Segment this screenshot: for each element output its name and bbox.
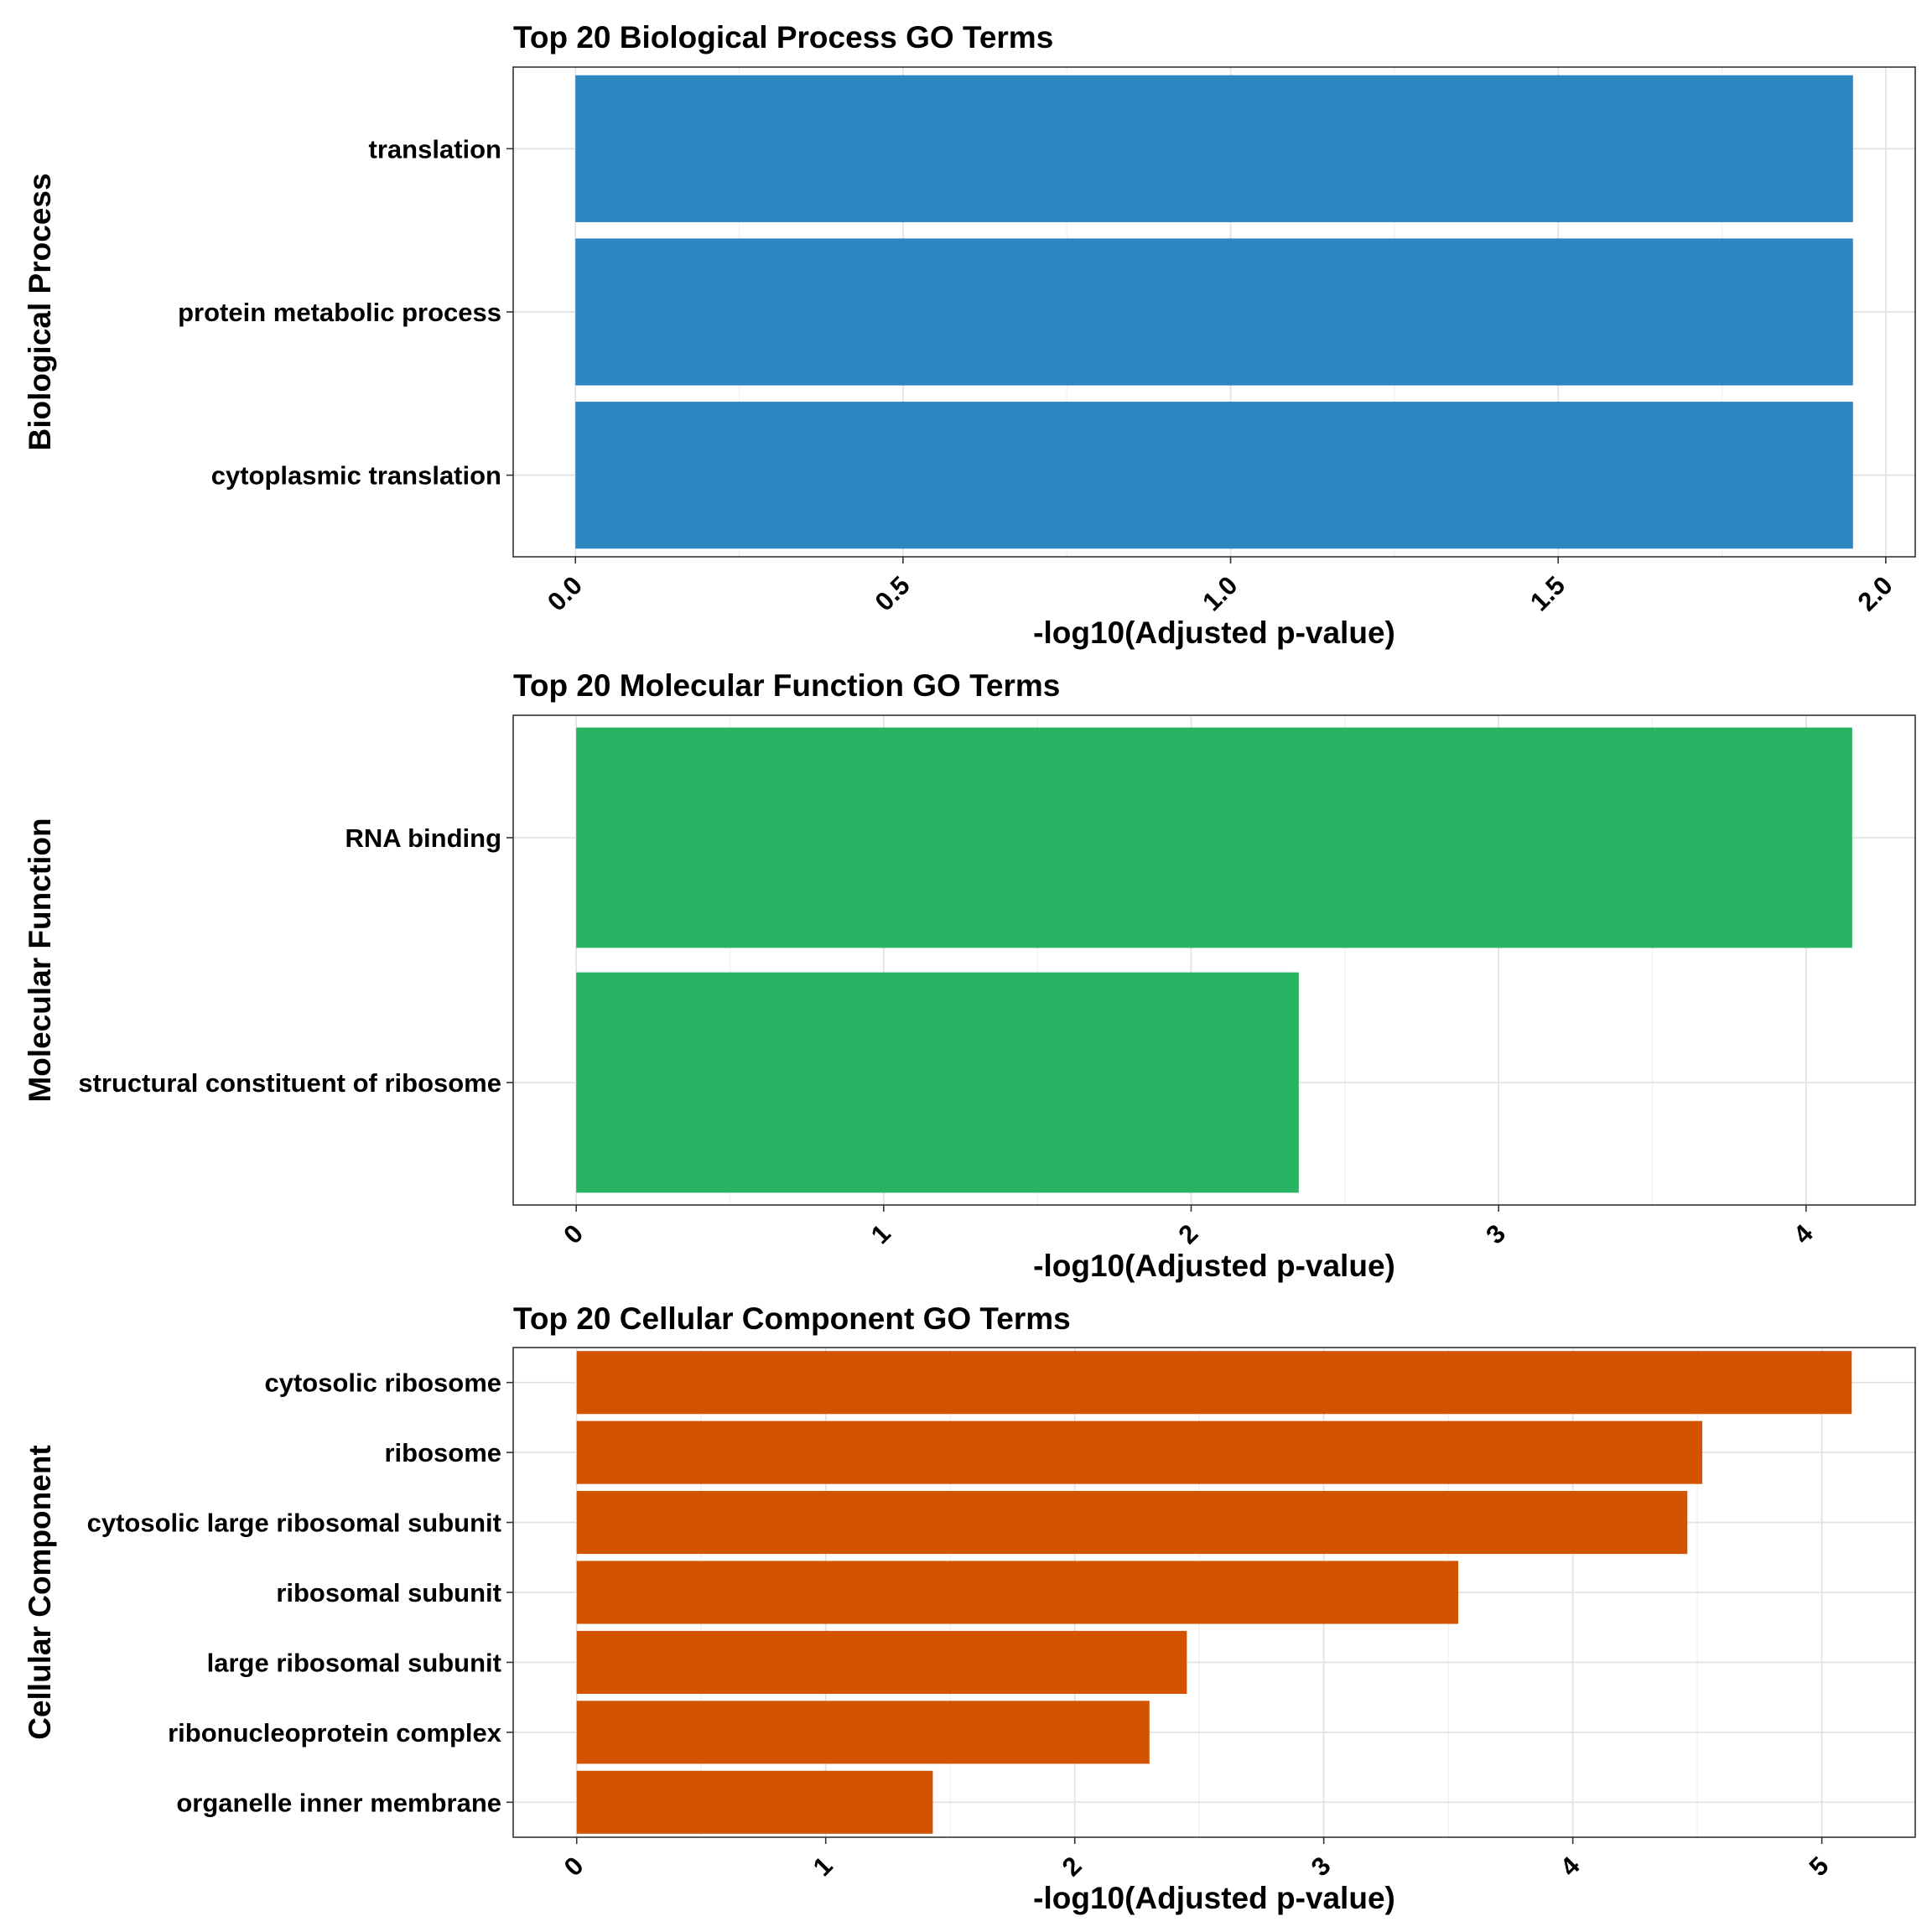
- mf-x-tick-label: 1: [865, 1218, 896, 1249]
- mf-category-label: structural constituent of ribosome: [78, 1068, 501, 1098]
- mf-bar: [576, 972, 1299, 1193]
- cc-x-tick-label: 1: [808, 1851, 839, 1882]
- cc-category-label: ribonucleoprotein complex: [168, 1718, 502, 1748]
- cc-x-axis-title: -log10(Adjusted p-value): [1033, 1881, 1395, 1915]
- cc-x-tick-label: 3: [1306, 1851, 1337, 1882]
- bp-bar: [575, 238, 1853, 386]
- cc-bar: [576, 1491, 1688, 1555]
- cc-bar: [576, 1351, 1852, 1415]
- mf-x-axis-title: -log10(Adjusted p-value): [1033, 1249, 1395, 1283]
- mf-chart-title: Top 20 Molecular Function GO Terms: [513, 668, 1060, 703]
- mf-x-tick-label: 2: [1173, 1218, 1204, 1249]
- cc-category-label: organelle inner membrane: [176, 1788, 501, 1817]
- cc-category-label: large ribosomal subunit: [207, 1648, 501, 1677]
- cc-bar: [576, 1561, 1459, 1624]
- bp-category-label: translation: [369, 134, 501, 164]
- cc-x-tick-label: 2: [1057, 1851, 1088, 1882]
- bp-chart-panel: translation protein metabolic process cyto…: [23, 20, 1916, 650]
- bp-y-axis-title: Biological Process: [23, 173, 57, 450]
- bp-category-label: protein metabolic process: [178, 298, 501, 327]
- cc-bar: [576, 1420, 1703, 1484]
- cc-bar: [576, 1770, 933, 1834]
- cc-x-tick-label: 5: [1804, 1851, 1835, 1882]
- cc-category-label: ribosome: [384, 1438, 501, 1467]
- bp-bar: [575, 75, 1853, 222]
- cc-y-axis-title: Cellular Component: [23, 1445, 57, 1740]
- cc-chart-panel: cytosolic ribosome ribosome cytosolic larg…: [23, 1301, 1916, 1915]
- bp-x-tick-label: 0.0: [542, 570, 588, 616]
- mf-y-axis-title: Molecular Function: [23, 818, 57, 1102]
- mf-x-tick-label: 4: [1788, 1218, 1819, 1249]
- mf-x-tick-label: 3: [1480, 1218, 1511, 1249]
- bp-x-tick-label: 2.0: [1852, 570, 1898, 616]
- cc-category-label: cytosolic ribosome: [264, 1368, 501, 1398]
- bp-category-label: cytoplasmic translation: [211, 461, 501, 491]
- bp-x-tick-label: 1.0: [1197, 570, 1243, 616]
- mf-chart-panel: RNA binding structural constituent of rib…: [23, 668, 1916, 1283]
- mf-bar: [576, 727, 1852, 948]
- cc-category-label: ribosomal subunit: [276, 1578, 501, 1607]
- cc-x-tick-label: 0: [558, 1851, 589, 1882]
- mf-plot-frame: [512, 714, 1916, 1206]
- bp-bar: [575, 402, 1853, 549]
- cc-category-label: cytosolic large ribosomal subunit: [87, 1509, 501, 1538]
- bp-x-axis-title: -log10(Adjusted p-value): [1033, 615, 1395, 650]
- mf-category-label: RNA binding: [345, 823, 501, 853]
- cc-bar: [576, 1701, 1150, 1764]
- bp-x-tick-label: 1.5: [1524, 570, 1571, 616]
- bp-chart-title: Top 20 Biological Process GO Terms: [513, 20, 1053, 55]
- cc-x-tick-label: 4: [1555, 1851, 1586, 1882]
- bp-x-tick-label: 0.5: [870, 570, 916, 616]
- cc-chart-title: Top 20 Cellular Component GO Terms: [513, 1301, 1071, 1336]
- mf-x-tick-label: 0: [558, 1218, 589, 1249]
- cc-bar: [576, 1630, 1187, 1694]
